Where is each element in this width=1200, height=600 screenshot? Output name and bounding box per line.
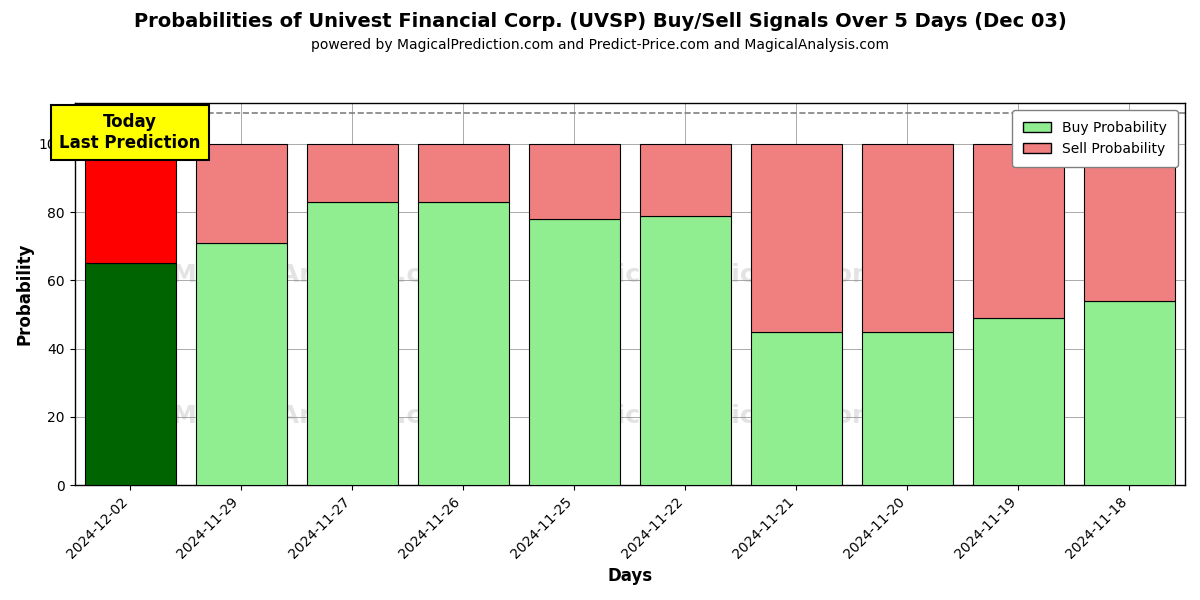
- Text: Today
Last Prediction: Today Last Prediction: [60, 113, 200, 152]
- Text: Probabilities of Univest Financial Corp. (UVSP) Buy/Sell Signals Over 5 Days (De: Probabilities of Univest Financial Corp.…: [133, 12, 1067, 31]
- Bar: [307, 144, 397, 202]
- Bar: [529, 219, 620, 485]
- Bar: [751, 332, 842, 485]
- Bar: [196, 144, 287, 243]
- Text: MagicalAnalysis.com: MagicalAnalysis.com: [172, 263, 466, 287]
- Bar: [862, 144, 953, 332]
- Bar: [751, 144, 842, 332]
- Bar: [85, 144, 175, 263]
- Bar: [973, 318, 1064, 485]
- Bar: [307, 202, 397, 485]
- Bar: [640, 144, 731, 215]
- Text: powered by MagicalPrediction.com and Predict-Price.com and MagicalAnalysis.com: powered by MagicalPrediction.com and Pre…: [311, 38, 889, 52]
- Bar: [196, 243, 287, 485]
- Bar: [529, 144, 620, 219]
- Text: MagicalPrediction.com: MagicalPrediction.com: [558, 404, 880, 428]
- Bar: [418, 144, 509, 202]
- Bar: [862, 332, 953, 485]
- X-axis label: Days: Days: [607, 567, 653, 585]
- Bar: [640, 215, 731, 485]
- Legend: Buy Probability, Sell Probability: Buy Probability, Sell Probability: [1012, 110, 1178, 167]
- Text: MagicalAnalysis.com: MagicalAnalysis.com: [172, 404, 466, 428]
- Bar: [1084, 301, 1175, 485]
- Bar: [1084, 144, 1175, 301]
- Text: MagicalPrediction.com: MagicalPrediction.com: [558, 263, 880, 287]
- Bar: [973, 144, 1064, 318]
- Bar: [418, 202, 509, 485]
- Bar: [85, 263, 175, 485]
- Y-axis label: Probability: Probability: [16, 243, 34, 345]
